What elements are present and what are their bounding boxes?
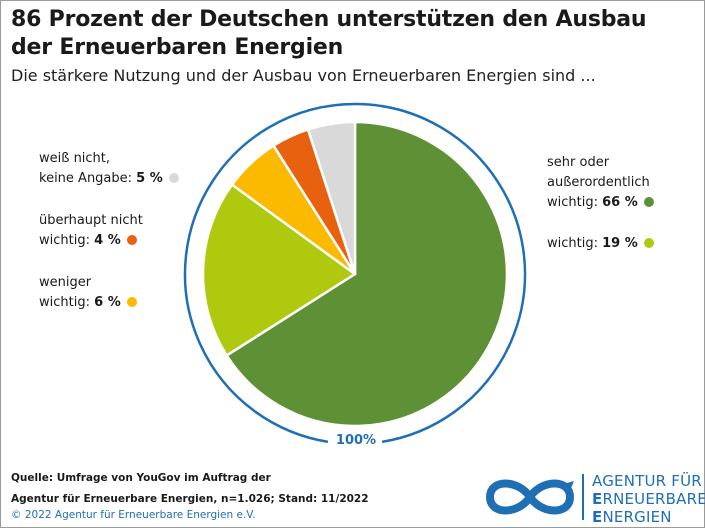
label-ueberhaupt-nicht: überhaupt nicht wichtig: 4 % xyxy=(39,211,143,251)
label-ueberhaupt-line2-wrap: wichtig: 4 % xyxy=(39,231,143,251)
logo-text: AGENTUR FÜR ERNEUERBARE ENERGIEN xyxy=(592,472,705,526)
legend-dot-weniger xyxy=(126,297,137,307)
label-ueberhaupt-line1: überhaupt nicht xyxy=(39,213,143,228)
logo-line2: ERNEUERBARE xyxy=(592,490,705,508)
logo-divider xyxy=(582,474,584,520)
logo-line3-rest: NERGIEN xyxy=(602,508,672,526)
label-weiss-line2: keine Angabe: xyxy=(39,171,133,186)
label-sehr-line3-wrap: wichtig: 66 % xyxy=(547,193,654,213)
label-weniger-line1: weniger xyxy=(39,275,92,290)
label-weiss-line1: weiß nicht, xyxy=(39,151,111,166)
slice-sehr-wichtig xyxy=(225,120,509,428)
source-note: Quelle: Umfrage von YouGov im Auftrag de… xyxy=(11,468,369,510)
chart-subtitle: Die stärkere Nutzung und der Ausbau von … xyxy=(11,66,596,85)
label-weniger: weniger wichtig: 6 % xyxy=(39,273,137,313)
slice-weiss-nicht xyxy=(306,120,357,276)
logo-line3: ENERGIEN xyxy=(592,508,705,526)
label-weniger-value: 6 % xyxy=(94,295,121,310)
label-wichtig-line-wrap: wichtig: 19 % xyxy=(547,234,654,254)
logo-line1: AGENTUR FÜR xyxy=(592,472,702,490)
label-wichtig: wichtig: 19 % xyxy=(547,234,654,254)
label-wichtig-value: 19 % xyxy=(602,236,638,251)
slice-wichtig xyxy=(201,183,357,357)
total-ring xyxy=(183,102,527,444)
label-weiss-nicht: weiß nicht, keine Angabe: 5 % xyxy=(39,149,179,189)
logo-line2-rest: RNEUERBARE xyxy=(602,490,705,508)
label-ueberhaupt-value: 4 % xyxy=(94,233,121,248)
label-sehr-line3: wichtig: xyxy=(547,195,598,210)
label-weniger-line2: wichtig: xyxy=(39,295,90,310)
label-weiss-line2-wrap: keine Angabe: 5 % xyxy=(39,169,179,189)
label-sehr-line1: sehr oder xyxy=(547,155,610,170)
label-sehr-wichtig: sehr oder außerordentlich wichtig: 66 % xyxy=(547,153,654,213)
label-weniger-line2-wrap: wichtig: 6 % xyxy=(39,293,137,313)
label-sehr-line2: außerordentlich xyxy=(547,175,650,190)
label-wichtig-line1: wichtig: xyxy=(547,236,598,251)
legend-dot-weiss xyxy=(168,173,179,183)
copyright-text: © 2022 Agentur für Erneuerbare Energien … xyxy=(11,509,256,521)
legend-dot-ueberhaupt xyxy=(126,235,137,245)
total-label: 100% xyxy=(336,433,376,448)
chart-title: 86 Prozent der Deutschen unterstützen de… xyxy=(11,7,647,60)
source-line1: Quelle: Umfrage von YouGov im Auftrag de… xyxy=(11,472,271,484)
logo-line3-initial: E xyxy=(592,508,603,526)
logo-line2-initial: E xyxy=(592,490,603,508)
legend-dot-sehr xyxy=(643,197,654,207)
label-sehr-value: 66 % xyxy=(602,195,638,210)
label-ueberhaupt-line2: wichtig: xyxy=(39,233,90,248)
legend-dot-wichtig xyxy=(643,238,654,248)
label-weiss-value: 5 % xyxy=(136,171,163,186)
infinity-logo-icon xyxy=(486,479,574,515)
source-line2: Agentur für Erneuerbare Energien, n=1.02… xyxy=(11,493,369,505)
